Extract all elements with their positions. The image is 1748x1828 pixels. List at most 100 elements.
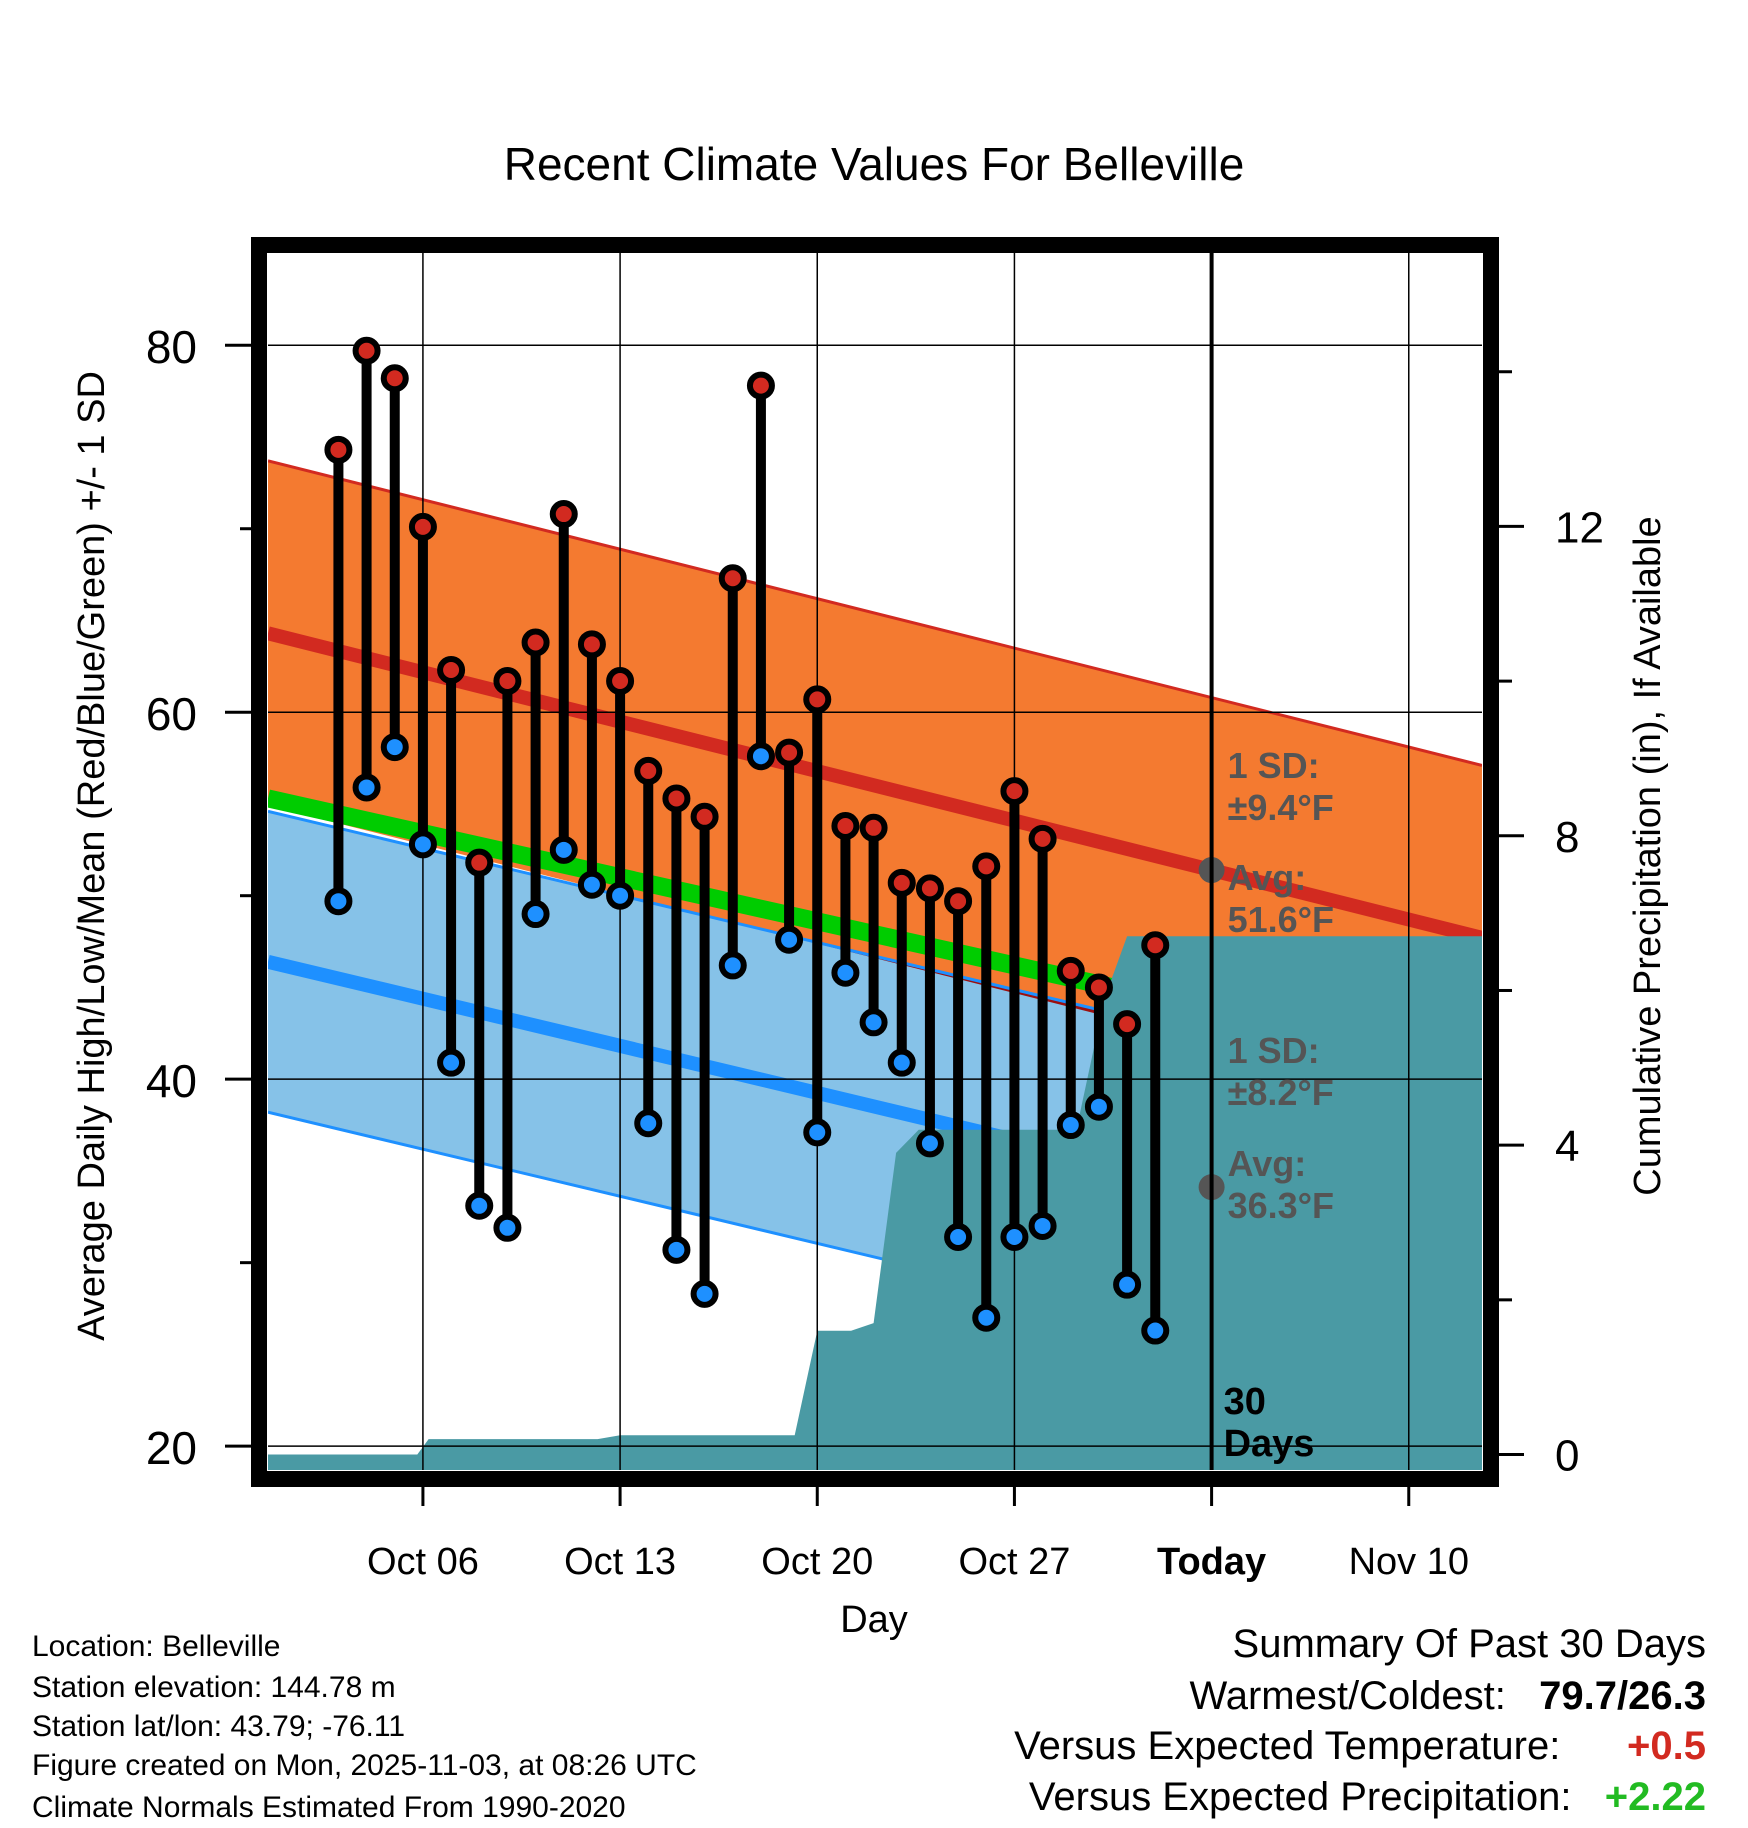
daily-high-point — [662, 784, 691, 813]
daily-high-point — [718, 564, 747, 593]
daily-high-point — [803, 685, 832, 714]
daily-high-point — [437, 656, 466, 685]
daily-high-point — [972, 852, 1001, 881]
normals-text: Climate Normals Estimated From 1990-2020 — [32, 1791, 626, 1824]
daily-high-point — [859, 813, 888, 842]
y2-tick-label: 8 — [1555, 813, 1579, 862]
daily-observations — [324, 336, 1170, 1345]
daily-low-point — [577, 870, 606, 899]
temp-value: +0.5 — [1627, 1724, 1706, 1768]
x-tick-label: Oct 27 — [958, 1541, 1070, 1583]
warmcold-label: Warmest/Coldest: — [1189, 1674, 1506, 1718]
location-text: Location: Belleville — [32, 1630, 281, 1663]
daily-low-point — [521, 900, 550, 929]
daily-low-point — [972, 1303, 1001, 1332]
daily-low-point — [887, 1048, 916, 1077]
y2-axis-label: Cumulative Precipitation (in), If Availa… — [1627, 516, 1669, 1195]
daily-high-point — [408, 512, 437, 541]
low-avg-value: 36.3°F — [1228, 1185, 1334, 1226]
y-axis-label: Average Daily High/Low/Mean (Red/Blue/Gr… — [71, 371, 113, 1341]
daily-low-point — [380, 733, 409, 762]
y2-tick-label: 4 — [1555, 1122, 1579, 1171]
high-sd-value: ±9.4°F — [1228, 787, 1334, 828]
daily-high-point — [465, 848, 494, 877]
daily-low-point — [831, 958, 860, 987]
daily-low-point — [746, 742, 775, 771]
elevation-text: Station elevation: 144.78 m — [32, 1671, 396, 1704]
daily-high-point — [493, 667, 522, 696]
y2-tick-label: 0 — [1555, 1432, 1579, 1481]
daily-high-point — [887, 868, 916, 897]
daily-high-point — [549, 500, 578, 529]
low-avg-label: Avg: — [1228, 1143, 1307, 1184]
daily-high-point — [1056, 956, 1085, 985]
daily-low-point — [493, 1213, 522, 1242]
x-tick-label: Oct 13 — [564, 1541, 676, 1583]
chart-title: Recent Climate Values For Belleville — [504, 138, 1245, 190]
low-sd-label: 1 SD: — [1228, 1030, 1320, 1071]
daily-low-point — [775, 925, 804, 954]
daily-high-point — [831, 811, 860, 840]
plot-frame — [251, 237, 1499, 1487]
left-axis: 20 40 60 80 — [146, 321, 252, 1474]
y2-tick-label: 12 — [1555, 503, 1604, 552]
daily-low-point — [437, 1048, 466, 1077]
daily-high-point — [1028, 824, 1057, 853]
daily-low-point — [324, 887, 353, 916]
daily-low-point — [634, 1109, 663, 1138]
daily-high-point — [634, 756, 663, 785]
daily-low-point — [718, 951, 747, 980]
daily-high-point — [606, 667, 635, 696]
high-band-upper-edge — [268, 459, 1482, 767]
daily-high-point — [690, 802, 719, 831]
daily-low-point — [549, 835, 578, 864]
summary-warmcold: Warmest/Coldest: 79.7/26.3 — [1189, 1676, 1706, 1716]
daily-high-point — [944, 887, 973, 916]
daily-low-point — [1028, 1211, 1057, 1240]
daily-low-point — [1113, 1270, 1142, 1299]
today-days-label: Days — [1224, 1423, 1315, 1465]
x-axis: Oct 06 Oct 13 Oct 20 Oct 27 Today Nov 10 — [367, 1487, 1469, 1583]
plot-area: 1 SD: ±9.4°F Avg: 51.6°F 1 SD: ±8.2°F Av… — [251, 237, 1499, 1487]
right-axis: 0 4 8 12 — [1498, 370, 1604, 1481]
y-tick-label: 40 — [146, 1055, 197, 1107]
y-tick-label: 20 — [146, 1422, 197, 1474]
created-text: Figure created on Mon, 2025-11-03, at 08… — [32, 1749, 697, 1782]
daily-low-point — [690, 1279, 719, 1308]
daily-high-point — [746, 371, 775, 400]
daily-low-point — [408, 830, 437, 859]
daily-high-point — [1113, 1010, 1142, 1039]
daily-low-point — [1056, 1111, 1085, 1140]
daily-low-point — [915, 1129, 944, 1158]
daily-high-point — [324, 435, 353, 464]
low-sd-value: ±8.2°F — [1228, 1072, 1334, 1113]
x-tick-label: Nov 10 — [1349, 1541, 1469, 1583]
daily-high-point — [577, 630, 606, 659]
daily-high-point — [352, 336, 381, 365]
normal-high-line — [268, 626, 1482, 945]
x-tick-label: Today — [1157, 1541, 1266, 1583]
daily-low-point — [606, 881, 635, 910]
daily-low-point — [1084, 1092, 1113, 1121]
daily-high-point — [775, 738, 804, 767]
cumulative-precipitation-area — [268, 936, 1482, 1470]
high-sd-label: 1 SD: — [1228, 745, 1320, 786]
daily-low-point — [465, 1191, 494, 1220]
daily-low-point — [1141, 1316, 1170, 1345]
summary-temperature: Versus Expected Temperature: +0.5 — [1014, 1726, 1706, 1766]
daily-high-point — [1141, 931, 1170, 960]
daily-high-point — [521, 628, 550, 657]
daily-low-point — [352, 773, 381, 802]
x-tick-label: Oct 06 — [367, 1541, 479, 1583]
y-tick-label: 60 — [146, 688, 197, 740]
x-axis-label: Day — [840, 1599, 908, 1641]
y-tick-label: 80 — [146, 321, 197, 373]
precip-label: Versus Expected Precipitation: — [1028, 1775, 1572, 1819]
daily-low-point — [803, 1118, 832, 1147]
summary-precipitation: Versus Expected Precipitation: +2.22 — [1029, 1777, 1706, 1817]
high-avg-label: Avg: — [1228, 857, 1307, 898]
daily-high-point — [1000, 777, 1029, 806]
summary-title: Summary Of Past 30 Days — [1232, 1622, 1706, 1666]
daily-low-point — [944, 1222, 973, 1251]
